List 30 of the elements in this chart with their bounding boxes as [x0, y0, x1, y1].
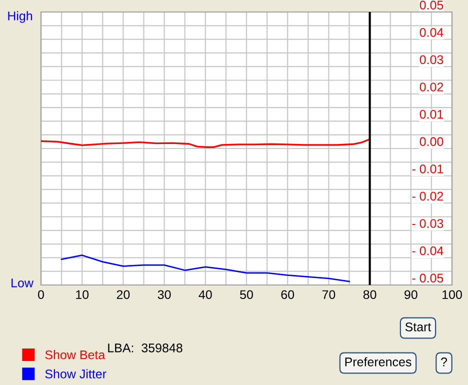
y-tick-label: - 0.02 [412, 192, 444, 201]
text: LBA: 359848 [108, 344, 182, 352]
y-tick-label: 0.00 [420, 137, 444, 146]
x-tick-label: 20 [116, 290, 130, 300]
x-tick-label: 40 [198, 290, 212, 300]
y-tick-label: - 0.04 [412, 246, 444, 256]
x-tick-label: 50 [240, 290, 253, 300]
text: Preferences [345, 357, 412, 366]
x-tick-label: 60 [281, 290, 294, 300]
text: High [8, 11, 32, 23]
y-tick-label: 0.05 [420, 0, 444, 10]
x-tick-label: 10 [76, 290, 89, 300]
x-tick-label: 30 [158, 290, 171, 300]
x-tick-label: 100 [442, 290, 462, 300]
y-tick-label: - 0.01 [412, 164, 444, 174]
y-tick-label: 0.04 [420, 28, 444, 37]
x-tick-label: 80 [363, 290, 376, 300]
text: Start [405, 322, 432, 332]
y-tick-label: - 0.03 [412, 219, 444, 228]
legend-label: Show Jitter [45, 369, 106, 378]
x-tick-label: 0 [38, 290, 44, 300]
y-tick-label: - 0.05 [412, 274, 444, 283]
legend-label: Show Beta [45, 350, 106, 360]
text: ? [441, 358, 448, 366]
x-tick-label: 70 [322, 290, 336, 300]
y-tick-label: 0.01 [420, 110, 444, 119]
x-tick-label: 90 [404, 290, 418, 300]
text: Low [12, 278, 34, 288]
y-tick-label: 0.02 [420, 82, 444, 92]
y-tick-label: 0.03 [420, 55, 444, 64]
